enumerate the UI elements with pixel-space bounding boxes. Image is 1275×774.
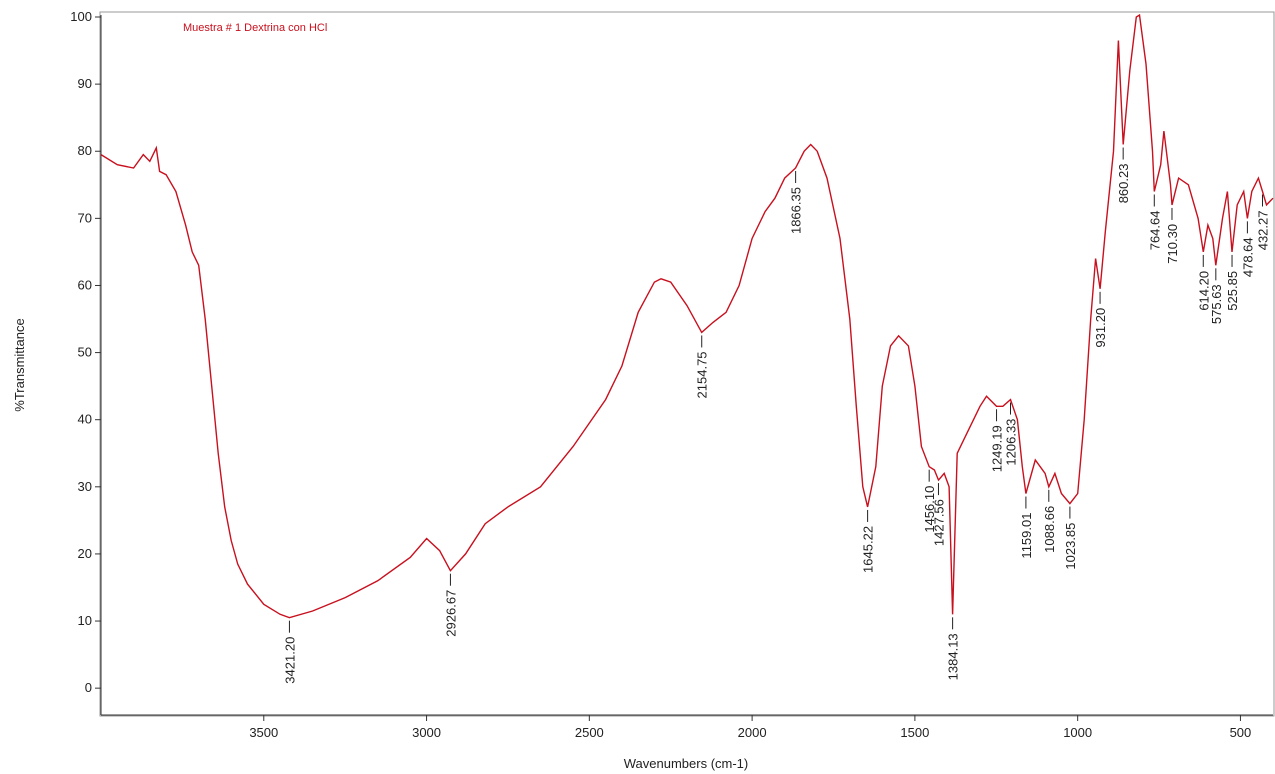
x-tick-label: 1500 <box>900 725 929 740</box>
peak-label: 525.85 <box>1225 271 1240 311</box>
y-tick-label: 50 <box>78 345 92 360</box>
x-tick-label: 1000 <box>1063 725 1092 740</box>
x-tick-label: 500 <box>1230 725 1252 740</box>
peak-label: 860.23 <box>1116 164 1131 204</box>
peak-label: 478.64 <box>1240 237 1255 277</box>
peak-label: 1456.10 <box>922 486 937 533</box>
y-tick-label: 40 <box>78 412 92 427</box>
y-tick-label: 100 <box>70 9 92 24</box>
y-tick-label: 0 <box>85 680 92 695</box>
x-tick-label: 2000 <box>738 725 767 740</box>
y-tick-label: 10 <box>78 613 92 628</box>
y-tick-label: 20 <box>78 546 92 561</box>
spectrum-line <box>100 13 1274 619</box>
peak-label: 1159.01 <box>1019 513 1034 559</box>
peak-label: 614.20 <box>1196 271 1211 311</box>
peak-label: 764.64 <box>1147 211 1162 251</box>
legend-entry: Muestra # 1 Dextrina con HCl <box>183 22 327 34</box>
x-axis-label: Wavenumbers (cm-1) <box>624 756 748 771</box>
peak-label: 2926.67 <box>443 590 458 637</box>
peak-label: 1384.13 <box>946 633 961 680</box>
x-tick-label: 2500 <box>575 725 604 740</box>
peak-label: 1645.22 <box>861 526 876 573</box>
peak-label: 1088.66 <box>1042 506 1057 553</box>
y-tick-label: 90 <box>78 76 92 91</box>
peak-label: 2154.75 <box>695 351 710 398</box>
peak-label: 1866.35 <box>789 187 804 234</box>
peak-label: 931.20 <box>1093 308 1108 348</box>
peak-label: 1249.19 <box>990 425 1005 472</box>
x-tick-label: 3500 <box>249 725 278 740</box>
peak-label: 432.27 <box>1255 211 1270 251</box>
y-tick-label: 60 <box>78 277 92 292</box>
peak-label: 1023.85 <box>1063 523 1078 570</box>
plot-frame <box>99 11 1275 717</box>
y-tick-label: 70 <box>78 210 92 225</box>
peak-label: 1206.33 <box>1003 419 1018 466</box>
peak-label: 575.63 <box>1209 284 1224 324</box>
y-axis-label: %Transmittance <box>12 318 27 411</box>
peak-label: 3421.20 <box>282 637 297 684</box>
peak-label: 1427.56 <box>931 499 946 546</box>
y-tick-label: 80 <box>78 143 92 158</box>
y-tick-label: 30 <box>78 479 92 494</box>
x-tick-label: 3000 <box>412 725 441 740</box>
peak-label: 710.30 <box>1165 224 1180 264</box>
